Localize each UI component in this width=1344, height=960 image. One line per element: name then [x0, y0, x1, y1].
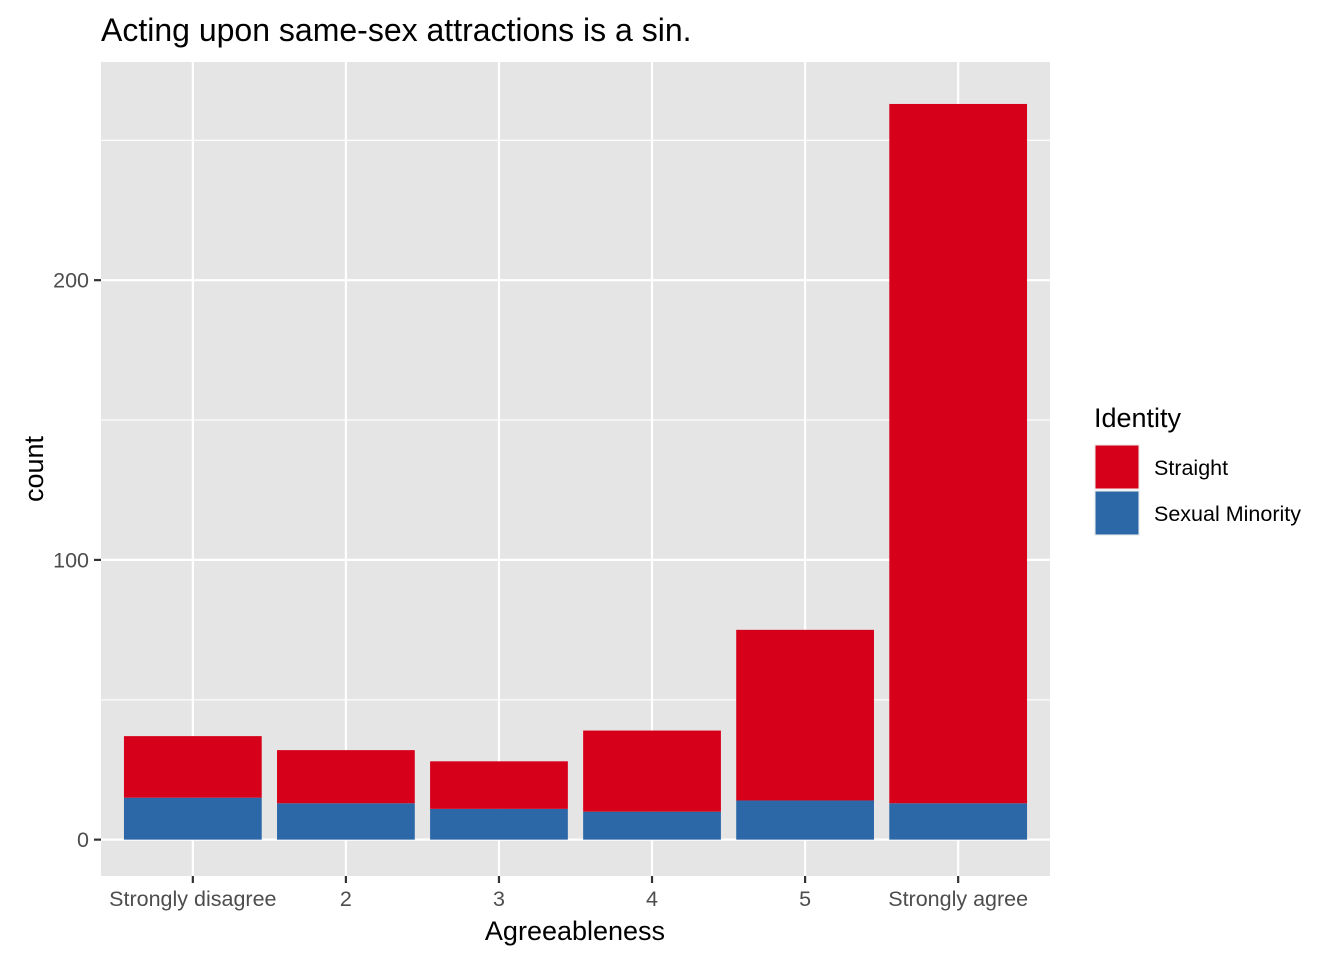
axes: 0 100 200 Strongly disagree 2 3 4 5 Strongly agr… — [53, 269, 1028, 911]
x-axis-title: Agreeableness — [485, 916, 665, 946]
x-tick-label: 5 — [799, 887, 811, 911]
bar — [277, 803, 415, 840]
x-tick-label: Strongly disagree — [109, 887, 276, 911]
bar — [277, 750, 415, 804]
x-tick-label: 4 — [646, 887, 658, 911]
bar — [583, 811, 721, 840]
bar — [123, 797, 262, 840]
legend-items: Straight Sexual Minority — [1094, 444, 1301, 536]
y-tick-label: 200 — [53, 269, 89, 293]
bar — [736, 629, 874, 801]
x-tick-label: 3 — [493, 887, 505, 911]
legend-label: Sexual Minority — [1154, 502, 1301, 526]
bar — [736, 800, 874, 840]
chart-title: Acting upon same-sex attractions is a si… — [101, 12, 692, 48]
y-tick-label: 0 — [77, 828, 89, 852]
y-tick-label: 100 — [53, 548, 89, 572]
bar — [430, 761, 568, 809]
legend-key — [1095, 491, 1139, 535]
bar — [583, 730, 721, 812]
x-tick-label: Strongly agree — [888, 887, 1028, 911]
x-tick-label: 2 — [340, 887, 352, 911]
bar — [430, 808, 568, 840]
bar — [889, 103, 1028, 804]
bar — [123, 736, 262, 798]
legend-title: Identity — [1094, 403, 1182, 433]
bar — [889, 803, 1028, 840]
bars — [123, 103, 1028, 840]
legend-key — [1095, 445, 1139, 489]
legend: Identity Straight Sexual Minority — [1094, 403, 1301, 536]
y-axis-title: count — [19, 435, 49, 502]
legend-label: Straight — [1154, 456, 1228, 480]
